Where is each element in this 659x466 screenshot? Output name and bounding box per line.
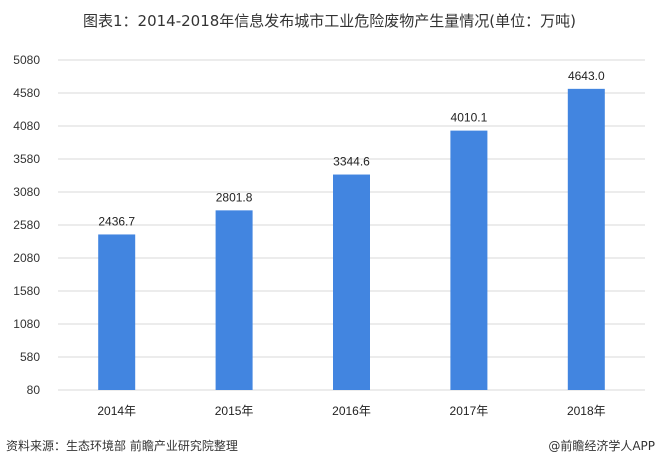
- data-label: 2436.7: [98, 214, 135, 228]
- x-tick-label: 2016年: [332, 404, 371, 418]
- y-tick-label: 580: [20, 350, 40, 364]
- bar: [567, 88, 605, 390]
- data-label: 4643.0: [568, 69, 605, 83]
- y-tick-label: 4580: [13, 86, 40, 100]
- x-tick-label: 2014年: [97, 404, 136, 418]
- y-tick-label: 3080: [13, 185, 40, 199]
- data-label: 2801.8: [216, 190, 253, 204]
- brand-credit: @前瞻经济学人APP: [548, 439, 655, 453]
- data-label: 3344.6: [333, 155, 370, 169]
- bar: [450, 130, 488, 390]
- y-tick-label: 5080: [13, 53, 40, 67]
- x-tick-label: 2017年: [450, 404, 489, 418]
- chart-title: 图表1：2014-2018年信息发布城市工业危险废物产生量情况(单位：万吨): [82, 12, 576, 30]
- x-tick-label: 2018年: [567, 404, 606, 418]
- y-tick-label: 2580: [13, 218, 40, 232]
- bar: [98, 234, 136, 390]
- bar: [333, 174, 370, 390]
- y-tick-label: 2080: [13, 251, 40, 265]
- y-tick-label: 3580: [13, 152, 40, 166]
- y-tick-label: 80: [27, 383, 41, 397]
- source-note: 资料来源：生态环境部 前瞻产业研究院整理: [6, 439, 238, 453]
- x-tick-label: 2015年: [215, 404, 254, 418]
- y-tick-label: 1080: [13, 317, 40, 331]
- data-label: 4010.1: [451, 111, 488, 125]
- bar: [215, 210, 253, 390]
- y-tick-label: 4080: [13, 119, 40, 133]
- y-tick-label: 1580: [13, 284, 40, 298]
